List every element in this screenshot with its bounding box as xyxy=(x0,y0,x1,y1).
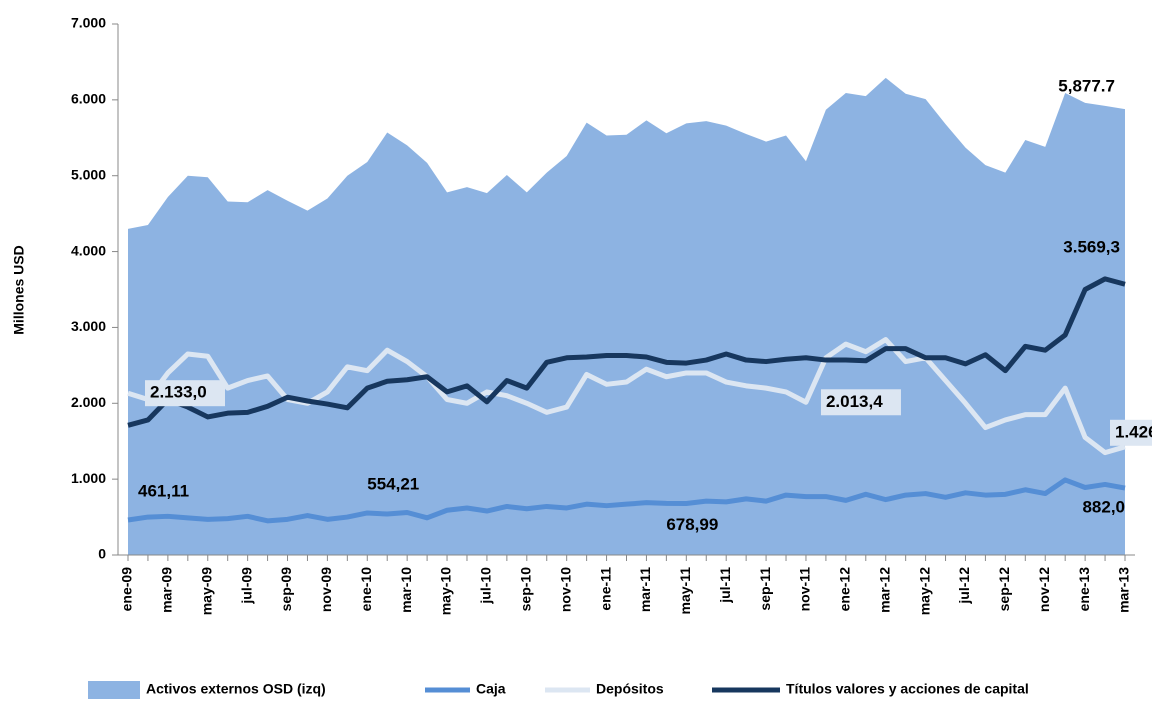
x-tick-label: ene-11 xyxy=(597,567,613,611)
x-tick-label: jul-10 xyxy=(478,567,494,605)
y-axis-title: Millones USD xyxy=(11,245,27,334)
y-tick-label: 6.000 xyxy=(71,91,106,107)
x-tick-label: mar-09 xyxy=(159,567,175,613)
data-label: 2.133,0 xyxy=(150,383,207,402)
x-tick-label: nov-12 xyxy=(1036,567,1052,612)
y-tick-label: 4.000 xyxy=(71,242,106,258)
x-tick-label: nov-11 xyxy=(797,567,813,612)
data-label: 2.013,4 xyxy=(826,392,883,411)
legend-swatch xyxy=(88,681,140,699)
x-tick-label: mar-12 xyxy=(876,567,892,613)
x-tick-label: jul-12 xyxy=(956,567,972,605)
x-tick-label: sep-11 xyxy=(757,567,773,611)
x-tick-label: mar-10 xyxy=(398,567,414,613)
area xyxy=(128,77,1125,555)
label-box xyxy=(145,380,225,407)
y-tick-label: 1.000 xyxy=(71,470,106,486)
x-tick-label: sep-12 xyxy=(996,567,1012,612)
data-label: 554,21 xyxy=(367,474,419,493)
x-tick-label: ene-10 xyxy=(358,567,374,612)
x-tick-label: nov-10 xyxy=(557,567,573,612)
data-label: 678,99 xyxy=(666,515,718,534)
line xyxy=(127,276,1126,428)
data-label: 461,11 xyxy=(138,482,189,501)
x-tick-label: jul-11 xyxy=(717,567,733,604)
y-tick-label: 7.000 xyxy=(71,15,106,31)
x-tick-label: nov-09 xyxy=(318,567,334,612)
y-tick-label: 0 xyxy=(98,546,106,562)
y-tick-label: 5.000 xyxy=(71,166,106,182)
y-tick-label: 3.000 xyxy=(71,318,106,334)
y-tick-label: 2.000 xyxy=(71,394,106,410)
x-tick-label: mar-13 xyxy=(1116,567,1132,613)
legend-label: Títulos valores y acciones de capital xyxy=(786,681,1029,697)
legend-label: Caja xyxy=(476,681,506,697)
legend-label: Activos externos OSD (izq) xyxy=(146,681,326,697)
x-tick-label: ene-12 xyxy=(837,567,853,612)
x-tick-label: ene-13 xyxy=(1076,567,1092,612)
legend-label: Depósitos xyxy=(596,681,664,697)
x-tick-label: may-10 xyxy=(438,567,454,615)
label-box xyxy=(820,389,901,416)
x-tick-label: mar-11 xyxy=(637,567,653,612)
data-label: 3.569,3 xyxy=(1063,238,1120,257)
line xyxy=(127,477,1126,524)
x-tick-label: sep-10 xyxy=(518,567,534,612)
data-label: 1.426,5 xyxy=(1115,422,1152,441)
x-tick-label: jul-09 xyxy=(238,567,254,605)
data-label: 882,0 xyxy=(1082,498,1125,517)
label-box xyxy=(1110,419,1152,446)
x-tick-label: may-09 xyxy=(198,567,214,615)
data-label: 5,877.7 xyxy=(1058,77,1115,96)
x-tick-label: sep-09 xyxy=(278,567,294,612)
x-tick-label: ene-09 xyxy=(119,567,135,612)
x-tick-label: may-12 xyxy=(916,567,932,615)
x-tick-label: may-11 xyxy=(677,567,693,615)
